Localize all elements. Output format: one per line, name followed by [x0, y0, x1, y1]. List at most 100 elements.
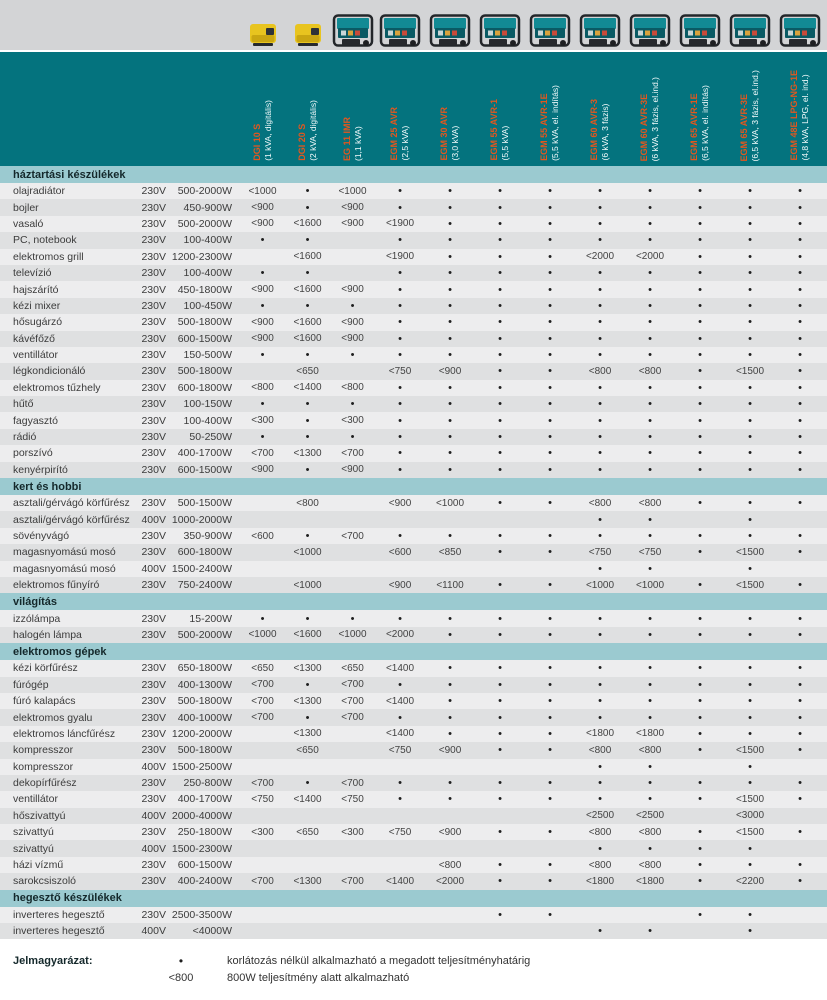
compatible-dot-cell: •: [748, 234, 752, 247]
compatible-dot-cell: •: [305, 431, 310, 444]
compatible-dot-cell: •: [448, 431, 452, 444]
compatible-dot-cell: •: [448, 332, 452, 345]
compatible-dot-cell: •: [398, 234, 402, 247]
power-limit-cell: <800: [638, 497, 662, 509]
voltage-cell: 230V: [141, 234, 166, 247]
column-header: EGM 60 AVR-3E (6 kVA, 3 fázis, el.ind.): [625, 52, 675, 166]
power-limit-cell: <700: [341, 712, 364, 724]
compatible-dot-cell: •: [498, 695, 502, 708]
compatible-dot-cell: •: [648, 530, 652, 542]
table-row: kenyérpirító 230V 600-1500W <900 • <900 • • • • • •…: [0, 461, 827, 479]
power-limit-cell: <750: [638, 546, 662, 558]
model-spec: (6 kVA, 3 fázis, el.ind.): [650, 76, 661, 161]
power-limit-cell: <800: [341, 382, 364, 394]
power-range-cell: 100-150W: [183, 398, 232, 411]
power-range-cell: 450-900W: [183, 201, 232, 214]
power-range-cell: 350-900W: [183, 530, 232, 542]
empty-cell: [166, 0, 240, 50]
power-limit-cell: <3000: [735, 810, 765, 822]
power-limit-cell: <800: [638, 859, 662, 871]
compatible-dot-cell: •: [498, 711, 502, 724]
appliance-name: rádió: [13, 431, 37, 444]
compatible-dot-cell: •: [598, 695, 602, 708]
appliance-name: ventillátor: [13, 793, 58, 806]
compatible-dot-cell: •: [498, 628, 502, 641]
power-range-cell: 500-1800W: [177, 316, 232, 329]
compatible-dot-cell: •: [648, 185, 652, 198]
compatible-dot-cell: •: [260, 234, 265, 247]
table-row: vasaló 230V 500-2000W <900 <1600 <900 <1900 • • •…: [0, 215, 827, 233]
compatible-dot-cell: •: [698, 546, 702, 559]
table-row: hajszárító 230V 450-1800W <900 <1600 <900 • • • •…: [0, 281, 827, 298]
voltage-cell: 400V: [141, 760, 166, 773]
compatible-dot-cell: •: [448, 201, 452, 214]
compatible-dot-cell: •: [548, 612, 552, 625]
model-name: EGM 60 AVR-3E: [639, 93, 650, 161]
voltage-cell: 400V: [141, 925, 166, 938]
power-limit-cell: <1000: [635, 579, 665, 591]
power-limit-cell: <650: [296, 826, 319, 838]
column-header-band: DGI 10 S (1 kVA, digitális) DGI 20 S (2 kVA…: [0, 52, 827, 166]
power-limit-cell: <650: [251, 662, 274, 674]
compatible-dot-cell: •: [548, 777, 552, 790]
generator-photos-strip: [0, 0, 827, 52]
compatible-dot-cell: •: [598, 217, 602, 230]
compatible-dot-cell: •: [798, 612, 802, 625]
legend: Jelmagyarázat: • korlátozás nélkül alkal…: [0, 952, 827, 986]
appliance-name: ventillátor: [13, 349, 58, 362]
compatible-dot-cell: •: [748, 185, 752, 198]
compatible-dot-cell: •: [548, 398, 552, 411]
compatible-dot-cell: •: [498, 365, 502, 378]
voltage-cell: 230V: [141, 678, 166, 691]
power-limit-cell: <650: [341, 662, 364, 674]
compatible-dot-cell: •: [448, 678, 452, 691]
power-limit-cell: <1600: [293, 251, 322, 263]
generator-image: [775, 0, 825, 50]
compatible-dot-cell: •: [448, 217, 452, 230]
generator-image: [240, 0, 285, 50]
model-spec: (6 kVA, 3 fázis): [600, 104, 611, 161]
table-row: elektromos tűzhely 230V 600-1800W <800 <1400…: [0, 379, 827, 397]
power-limit-cell: <900: [388, 497, 412, 509]
appliance-name: kenyérpirító: [13, 463, 68, 476]
table-row: fúró kalapács 230V 500-1800W <700 <1300 <700 <…: [0, 692, 827, 710]
voltage-cell: 230V: [141, 414, 166, 427]
power-range-cell: 650-1800W: [177, 662, 232, 675]
compatible-dot-cell: •: [748, 201, 752, 214]
compatible-dot-cell: •: [748, 842, 752, 855]
voltage-cell: 230V: [141, 662, 166, 675]
compatible-dot-cell: •: [698, 217, 702, 230]
power-limit-cell: <800: [638, 365, 662, 377]
appliance-name: dekopírfűrész: [13, 777, 77, 790]
table-row: asztali/gérvágó körfűrész 230V 500-1500W <8…: [0, 495, 827, 512]
table-row: PC, notebook 230V 100-400W • • • • • • • • • • •: [0, 232, 827, 249]
power-limit-cell: <900: [251, 202, 274, 214]
power-limit-cell: <1300: [293, 728, 322, 740]
power-limit-cell: <750: [341, 793, 364, 805]
power-limit-cell: <1300: [293, 875, 322, 887]
power-limit-cell: <1800: [635, 875, 665, 887]
compatible-dot-cell: •: [748, 925, 752, 938]
compatible-dot-cell: •: [648, 381, 652, 394]
compatible-dot-cell: •: [548, 283, 552, 296]
compatible-dot-cell: •: [698, 447, 702, 460]
compatible-dot-cell: •: [698, 365, 702, 378]
power-limit-cell: <800: [588, 859, 612, 871]
compatible-dot-cell: •: [598, 925, 602, 938]
compatible-dot-cell: •: [548, 463, 552, 476]
compatible-dot-cell: •: [448, 695, 452, 708]
compatible-dot-cell: •: [648, 447, 652, 460]
voltage-cell: 230V: [141, 875, 166, 888]
power-limit-cell: <1400: [385, 662, 415, 674]
appliance-name: inverteres hegesztő: [13, 908, 105, 921]
power-limit-cell: <2500: [635, 810, 665, 822]
empty-cell: [166, 52, 240, 166]
power-range-cell: 1000-2000W: [171, 513, 232, 526]
compatible-dot-cell: •: [648, 562, 652, 575]
voltage-cell: 230V: [141, 267, 166, 280]
power-limit-cell: <1600: [293, 284, 322, 296]
power-limit-cell: <2000: [585, 251, 615, 263]
compatible-dot-cell: •: [798, 497, 802, 510]
compatible-dot-cell: •: [548, 695, 552, 708]
compatible-dot-cell: •: [498, 332, 502, 345]
